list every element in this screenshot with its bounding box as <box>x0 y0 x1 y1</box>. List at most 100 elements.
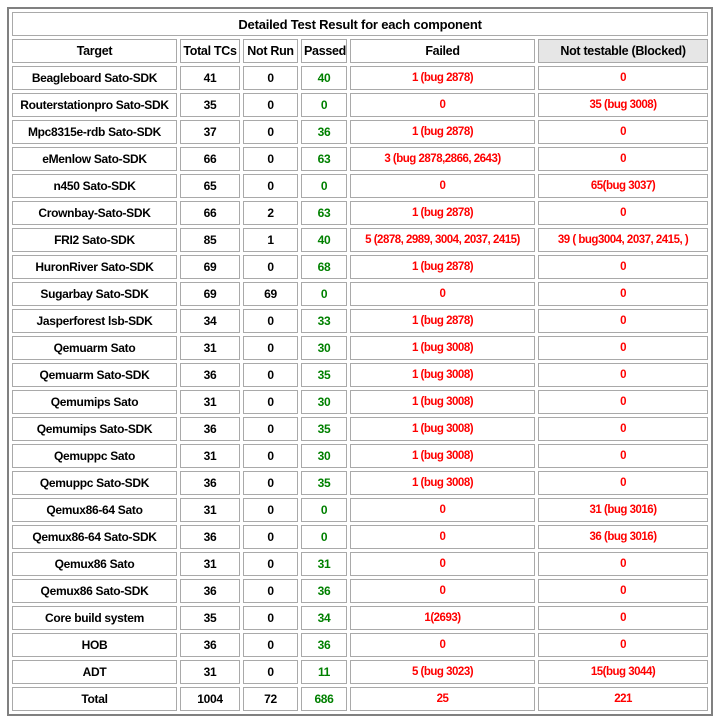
not-run-cell: 0 <box>243 525 298 549</box>
total-tcs-cell: 1004 <box>180 687 240 711</box>
table-row: n450 Sato-SDK 65 0 0 0 65(bug 3037) <box>12 174 709 198</box>
failed-cell: 1 (bug 2878) <box>350 309 535 333</box>
table-body: Beagleboard Sato-SDK 41 0 40 1 (bug 2878) 0 Ro… <box>12 66 709 711</box>
failed-cell: 1 (bug 2878) <box>350 66 535 90</box>
column-header-failed: Failed <box>350 39 535 63</box>
target-cell: HOB <box>12 633 177 657</box>
target-cell: Qemux86 Sato <box>12 552 177 576</box>
not-testable-cell: 36 (bug 3016) <box>538 525 709 549</box>
target-cell: Qemumips Sato-SDK <box>12 417 177 441</box>
target-cell: Qemux86-64 Sato-SDK <box>12 525 177 549</box>
not-testable-cell: 65(bug 3037) <box>538 174 709 198</box>
not-run-cell: 72 <box>243 687 298 711</box>
table-row: Qemuppc Sato 31 0 30 1 (bug 3008) 0 <box>12 444 709 468</box>
table-row: Qemuarm Sato 31 0 30 1 (bug 3008) 0 <box>12 336 709 360</box>
table-row: Qemumips Sato 31 0 30 1 (bug 3008) 0 <box>12 390 709 414</box>
not-run-cell: 69 <box>243 282 298 306</box>
failed-cell: 5 (2878, 2989, 3004, 2037, 2415) <box>350 228 535 252</box>
total-tcs-cell: 31 <box>180 336 240 360</box>
target-cell: Total <box>12 687 177 711</box>
failed-cell: 0 <box>350 498 535 522</box>
not-run-cell: 0 <box>243 120 298 144</box>
target-cell: Jasperforest lsb-SDK <box>12 309 177 333</box>
not-testable-cell: 0 <box>538 66 709 90</box>
failed-cell: 1 (bug 3008) <box>350 417 535 441</box>
not-testable-cell: 0 <box>538 390 709 414</box>
not-run-cell: 0 <box>243 471 298 495</box>
target-cell: ADT <box>12 660 177 684</box>
not-run-cell: 0 <box>243 147 298 171</box>
passed-cell: 36 <box>301 120 347 144</box>
failed-cell: 0 <box>350 552 535 576</box>
failed-cell: 0 <box>350 633 535 657</box>
target-cell: FRI2 Sato-SDK <box>12 228 177 252</box>
column-header-not-run: Not Run <box>243 39 298 63</box>
total-tcs-cell: 66 <box>180 201 240 225</box>
passed-cell: 0 <box>301 525 347 549</box>
not-run-cell: 0 <box>243 336 298 360</box>
passed-cell: 68 <box>301 255 347 279</box>
passed-cell: 0 <box>301 93 347 117</box>
total-tcs-cell: 34 <box>180 309 240 333</box>
table-row: Jasperforest lsb-SDK 34 0 33 1 (bug 2878) 0 <box>12 309 709 333</box>
total-tcs-cell: 85 <box>180 228 240 252</box>
not-run-cell: 0 <box>243 66 298 90</box>
target-cell: Core build system <box>12 606 177 630</box>
target-cell: Routerstationpro Sato-SDK <box>12 93 177 117</box>
not-testable-cell: 0 <box>538 606 709 630</box>
table-row: Qemux86 Sato 31 0 31 0 0 <box>12 552 709 576</box>
total-tcs-cell: 37 <box>180 120 240 144</box>
column-header-total-tcs: Total TCs <box>180 39 240 63</box>
total-tcs-cell: 36 <box>180 579 240 603</box>
not-testable-cell: 0 <box>538 255 709 279</box>
failed-cell: 1 (bug 2878) <box>350 201 535 225</box>
target-cell: Qemux86-64 Sato <box>12 498 177 522</box>
failed-cell: 0 <box>350 282 535 306</box>
target-cell: Crownbay-Sato-SDK <box>12 201 177 225</box>
total-tcs-cell: 31 <box>180 444 240 468</box>
not-run-cell: 0 <box>243 363 298 387</box>
target-cell: n450 Sato-SDK <box>12 174 177 198</box>
not-run-cell: 0 <box>243 93 298 117</box>
passed-cell: 0 <box>301 282 347 306</box>
target-cell: Mpc8315e-rdb Sato-SDK <box>12 120 177 144</box>
header-row: Target Total TCs Not Run Passed Failed N… <box>12 39 709 63</box>
not-run-cell: 0 <box>243 309 298 333</box>
not-testable-cell: 0 <box>538 417 709 441</box>
not-testable-cell: 0 <box>538 363 709 387</box>
passed-cell: 0 <box>301 498 347 522</box>
failed-cell: 25 <box>350 687 535 711</box>
passed-cell: 36 <box>301 579 347 603</box>
not-run-cell: 0 <box>243 174 298 198</box>
not-testable-cell: 0 <box>538 552 709 576</box>
not-testable-cell: 0 <box>538 282 709 306</box>
passed-cell: 33 <box>301 309 347 333</box>
not-run-cell: 0 <box>243 390 298 414</box>
total-tcs-cell: 69 <box>180 255 240 279</box>
table-row: Qemuarm Sato-SDK 36 0 35 1 (bug 3008) 0 <box>12 363 709 387</box>
passed-cell: 30 <box>301 444 347 468</box>
total-tcs-cell: 36 <box>180 525 240 549</box>
failed-cell: 0 <box>350 579 535 603</box>
total-tcs-cell: 31 <box>180 660 240 684</box>
total-tcs-cell: 36 <box>180 471 240 495</box>
not-run-cell: 0 <box>243 552 298 576</box>
not-run-cell: 0 <box>243 444 298 468</box>
failed-cell: 1(2693) <box>350 606 535 630</box>
total-tcs-cell: 65 <box>180 174 240 198</box>
target-cell: HuronRiver Sato-SDK <box>12 255 177 279</box>
table-row: Qemux86-64 Sato 31 0 0 0 31 (bug 3016) <box>12 498 709 522</box>
passed-cell: 40 <box>301 228 347 252</box>
total-tcs-cell: 31 <box>180 552 240 576</box>
failed-cell: 1 (bug 3008) <box>350 363 535 387</box>
passed-cell: 40 <box>301 66 347 90</box>
test-results-table: Detailed Test Result for each component … <box>7 7 714 716</box>
total-tcs-cell: 31 <box>180 498 240 522</box>
total-tcs-cell: 36 <box>180 417 240 441</box>
not-testable-cell: 221 <box>538 687 709 711</box>
not-run-cell: 2 <box>243 201 298 225</box>
passed-cell: 686 <box>301 687 347 711</box>
table-row: Qemumips Sato-SDK 36 0 35 1 (bug 3008) 0 <box>12 417 709 441</box>
failed-cell: 1 (bug 3008) <box>350 390 535 414</box>
total-tcs-cell: 35 <box>180 93 240 117</box>
